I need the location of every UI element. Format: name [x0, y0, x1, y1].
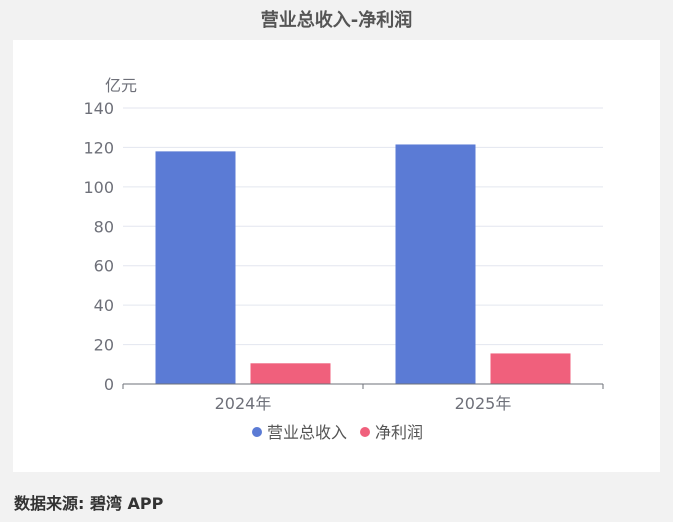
y-tick-label: 60 — [94, 257, 114, 276]
bar-net-profit-1 — [490, 353, 571, 384]
data-source-note: 数据来源: 碧湾 APP — [14, 494, 164, 513]
bar-revenue-1 — [395, 144, 476, 384]
bar-net-profit-0 — [250, 363, 331, 384]
bar-revenue-0 — [155, 151, 236, 384]
y-axis-unit-label: 亿元 — [105, 76, 137, 95]
y-tick-label: 120 — [83, 138, 114, 157]
legend-item-revenue-marker — [252, 427, 262, 437]
legend-item-net-profit-marker — [360, 427, 370, 437]
y-tick-label: 80 — [94, 217, 114, 236]
y-tick-label: 140 — [83, 99, 114, 118]
chart-panel: 0 20 40 60 80 100 120 140 亿元 2024年 2025年营业总收入 净利润 — [13, 40, 660, 472]
x-tick-label: 2024年 — [215, 394, 272, 413]
y-tick-label: 40 — [94, 296, 114, 315]
y-tick-label: 20 — [94, 336, 114, 355]
y-tick-label: 100 — [83, 178, 114, 197]
legend-item-revenue-label: 营业总收入 — [267, 423, 347, 442]
x-tick-label: 2025年 — [455, 394, 512, 413]
chart-title: 营业总收入-净利润 — [260, 10, 413, 31]
legend-item-net-profit-label: 净利润 — [375, 423, 423, 442]
y-tick-label: 0 — [104, 375, 114, 394]
